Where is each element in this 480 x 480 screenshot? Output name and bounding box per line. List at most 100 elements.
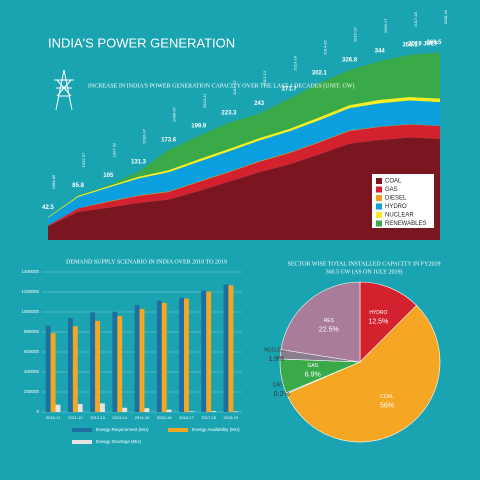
slice-label: DIESEL <box>273 383 291 389</box>
x-tick-label: 2018-19 <box>224 415 239 420</box>
slice-value: 6.9% <box>305 371 321 378</box>
bar <box>139 308 145 412</box>
area <box>48 137 440 240</box>
legend-box <box>372 174 434 228</box>
legend-swatch <box>376 220 382 227</box>
bar <box>201 290 207 412</box>
legend-label: GAS <box>385 187 398 193</box>
total-label: 199.9 <box>191 124 207 130</box>
legend-label: NUCLEAR <box>385 213 414 219</box>
legend-swatch <box>376 203 382 210</box>
total-label: 173.6 <box>161 137 177 143</box>
area <box>48 52 440 218</box>
slice-label: RES <box>324 318 335 324</box>
legend-label: Energy Shortage (MU) <box>96 439 142 444</box>
slice-label: GAS <box>307 363 318 369</box>
total-label: 105 <box>103 173 114 179</box>
total-label: 223.3 <box>221 110 237 116</box>
total-label: 356.1 <box>402 42 418 48</box>
x-label: 1997-02 <box>111 142 116 157</box>
y-tick-label: 0 <box>36 409 39 414</box>
bar <box>211 411 216 412</box>
x-label: 2010-11 <box>202 93 207 108</box>
bar <box>233 411 239 412</box>
bar <box>134 305 140 412</box>
x-label: 2018-19 <box>443 9 448 24</box>
y-tick-label: 1400000 <box>21 269 39 274</box>
total-label: 85.8 <box>72 183 84 189</box>
total-label: 131.3 <box>131 159 147 165</box>
total-label: 302.1 <box>312 70 328 76</box>
bar <box>112 311 118 412</box>
bar <box>95 320 100 412</box>
bar <box>206 291 212 412</box>
total-label: 360.5 <box>426 40 442 46</box>
slice-value: 0.2% <box>274 391 290 398</box>
x-label: 2012-13 <box>262 70 267 85</box>
bar <box>223 284 229 412</box>
legend-label: RENEWABLES <box>385 221 426 227</box>
legend-swatch <box>168 428 188 432</box>
legend-label: Energy Availability (MU) <box>192 427 240 432</box>
bar <box>100 403 105 412</box>
bar <box>166 409 172 412</box>
x-label: 2015-16 <box>353 27 358 42</box>
bar <box>228 285 234 412</box>
legend-swatch <box>376 178 382 184</box>
pie-slice <box>280 281 361 363</box>
slice-label: COAL <box>380 394 394 400</box>
x-label: 2002-07 <box>142 128 147 143</box>
legend-swatch <box>376 195 382 201</box>
slice-label: NUCLEAR <box>264 347 288 353</box>
x-label: 2006-07 <box>172 106 177 121</box>
y-tick-label: 800000 <box>24 329 40 334</box>
x-label: 2014-15 <box>322 39 327 54</box>
y-tick-label: 600000 <box>24 349 40 354</box>
bar <box>68 318 73 412</box>
slice-value: 12.5% <box>368 318 388 325</box>
x-label: 1992-97 <box>81 152 86 167</box>
bar <box>90 312 96 412</box>
y-tick-label: 200000 <box>24 389 40 394</box>
x-tick-label: 2011-12 <box>68 415 83 420</box>
x-tick-label: 2017-18 <box>201 415 216 420</box>
x-label: 2016-17 <box>383 18 388 33</box>
bar <box>122 407 128 412</box>
slice-value: 22.5% <box>319 326 339 333</box>
chart-title: SECTOR WISE TOTAL INSTALLED CAPACITY IN … <box>288 261 441 267</box>
bar <box>72 326 78 412</box>
x-label: 2013-14 <box>292 55 297 70</box>
main-title: INDIA'S POWER GENERATION <box>48 35 235 50</box>
total-label: 344 <box>375 49 386 55</box>
bar <box>50 333 56 412</box>
legend-swatch <box>72 440 92 444</box>
bar <box>117 316 123 412</box>
bar <box>156 300 162 412</box>
slice-value: 56% <box>380 403 394 410</box>
x-tick-label: 2013-14 <box>112 415 127 420</box>
area <box>48 124 440 227</box>
legend-swatch <box>376 186 382 193</box>
y-tick-label: 1200000 <box>21 289 39 294</box>
y-tick-label: 400000 <box>24 369 40 374</box>
x-tick-label: 2012-13 <box>90 415 105 420</box>
chart-subtitle: INCREASE IN INDIA'S POWER GENERATION CAP… <box>88 82 354 89</box>
total-label: 271.7 <box>282 86 298 92</box>
bar <box>144 408 150 412</box>
total-label: 42.5 <box>42 205 54 211</box>
chart-subtitle: 360.5 GW (AS ON JULY 2019) <box>325 268 402 275</box>
y-tick-label: 1000000 <box>21 309 39 314</box>
bar <box>179 297 184 412</box>
x-label: 2017-18 <box>413 11 418 26</box>
x-label: 1984-85 <box>51 174 56 189</box>
x-tick-label: 2014-15 <box>135 415 150 420</box>
legend-swatch <box>376 212 382 218</box>
bar <box>184 298 189 412</box>
area <box>48 100 440 226</box>
x-tick-label: 2010-11 <box>46 415 61 420</box>
total-label: 326.8 <box>342 58 358 64</box>
legend-label: DIESEL <box>385 196 407 202</box>
legend-label: Energy Requirement (MU) <box>96 427 149 432</box>
bar <box>188 411 194 412</box>
